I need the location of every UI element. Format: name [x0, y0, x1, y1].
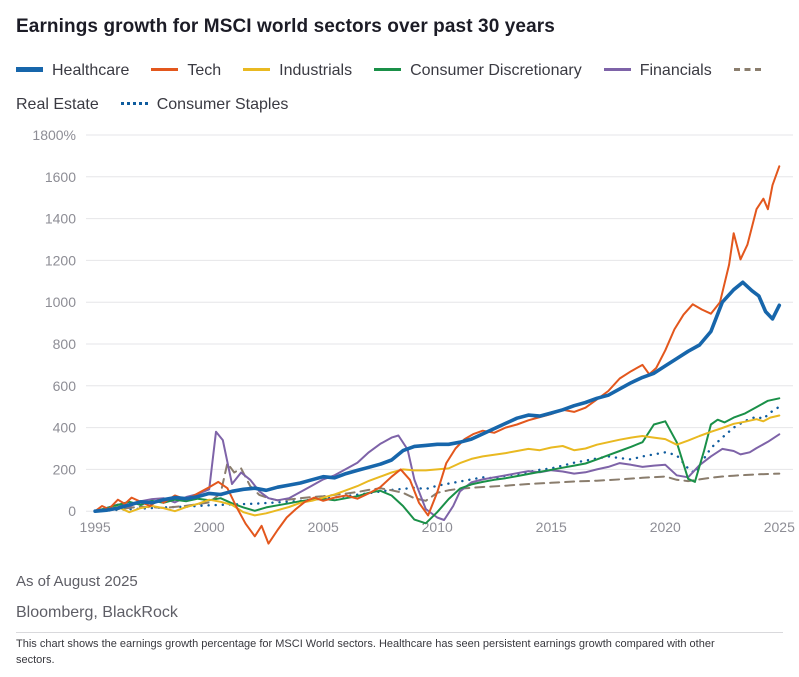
y-tick-label: 600 — [53, 378, 77, 394]
line-chart: 0 200 400 600 800 1000 1200 1400 1600 1800% 1995 20… — [32, 127, 795, 545]
legend-swatch-industrials-icon — [243, 68, 271, 72]
x-tick-label: 1995 — [80, 519, 111, 535]
legend-label: Consumer Discretionary — [410, 62, 582, 79]
legend-swatch-healthcare-icon — [16, 67, 43, 73]
x-tick-label: 2000 — [194, 519, 225, 535]
legend-label: Consumer Staples — [156, 95, 289, 113]
series-line-industrials — [94, 414, 781, 517]
y-tick-label: 400 — [53, 420, 77, 436]
y-tick-label: 1800% — [32, 127, 76, 143]
caption-divider — [16, 632, 783, 634]
series-line-real-estate — [94, 462, 781, 513]
series-line-financials — [94, 430, 781, 522]
chart-legend: Healthcare Tech Industrials Consumer Discre… — [16, 54, 783, 121]
source-attribution: Bloomberg, BlackRock — [16, 604, 178, 622]
legend-swatch-financials-icon — [603, 68, 631, 72]
legend-swatch-real-estate-icon — [733, 68, 761, 72]
y-tick-label: 200 — [53, 462, 77, 478]
legend-item-healthcare: Healthcare — [16, 62, 129, 79]
x-tick-label: 2015 — [536, 519, 567, 535]
chart-title: Earnings growth for MSCI world sectors o… — [16, 16, 555, 37]
legend-label: Financials — [639, 62, 712, 79]
legend-swatch-tech-icon — [151, 68, 179, 72]
legend-item-financials: Financials — [603, 62, 712, 79]
y-tick-label: 1600 — [45, 169, 76, 185]
chart-footer: As of August 2025 Bloomberg, BlackRock T… — [16, 573, 783, 677]
legend-item-consumer-staples: Consumer Staples — [120, 95, 289, 113]
x-tick-label: 2020 — [650, 519, 681, 535]
y-tick-label: 800 — [53, 336, 77, 352]
legend-swatch-consumer-discretionary-icon — [374, 68, 402, 72]
legend-swatch-consumer-staples-icon — [120, 101, 148, 105]
x-tick-label: 2010 — [422, 519, 453, 535]
legend-item-industrials: Industrials — [243, 62, 352, 79]
chart-caption: This chart shows the earnings growth per… — [16, 638, 715, 667]
y-tick-label: 1000 — [45, 294, 76, 310]
legend-item-real-estate: Real Estate — [16, 62, 770, 113]
x-tick-label: 2005 — [308, 519, 339, 535]
legend-label: Tech — [187, 62, 222, 79]
y-tick-label: 1200 — [45, 253, 76, 269]
as-of-date: As of August 2025 — [16, 573, 138, 591]
y-tick-label: 1400 — [45, 211, 76, 227]
y-tick-label: 0 — [68, 503, 76, 519]
legend-label: Industrials — [279, 62, 353, 79]
legend-item-consumer-discretionary: Consumer Discretionary — [374, 62, 582, 79]
series-line-healthcare — [93, 280, 782, 514]
legend-label: Healthcare — [52, 62, 130, 79]
x-tick-label: 2025 — [764, 519, 795, 535]
legend-label: Real Estate — [16, 95, 99, 113]
legend-item-tech: Tech — [151, 62, 221, 79]
series-line-tech — [94, 165, 781, 545]
